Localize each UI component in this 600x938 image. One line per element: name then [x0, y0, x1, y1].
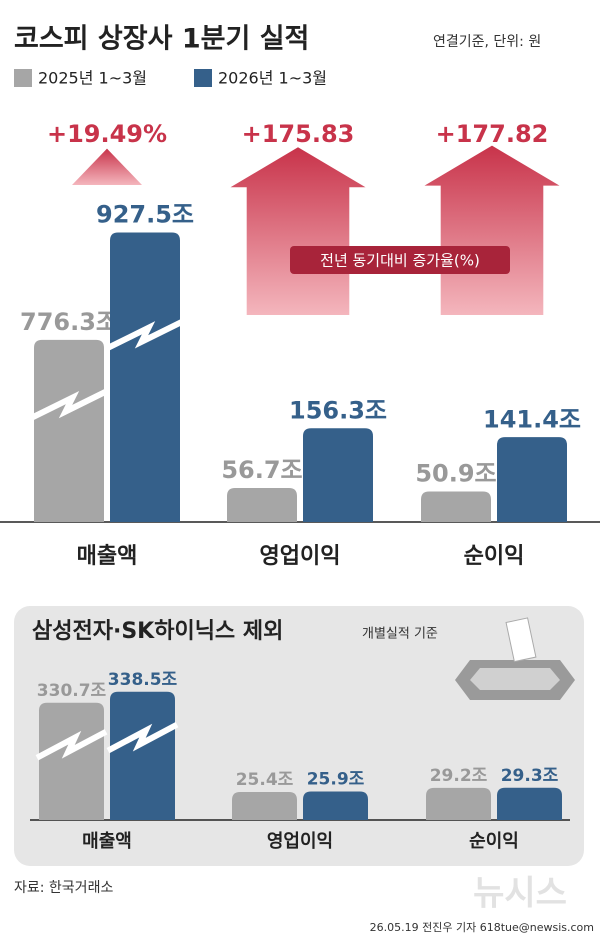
watermark: 뉴시스 [473, 874, 567, 914]
category-label: 매출액 [77, 544, 138, 569]
legend-label: 2026년 1~3월 [218, 69, 327, 88]
value-label: 29.3조 [501, 766, 559, 786]
legend-swatch [14, 69, 32, 87]
category-label: 순이익 [464, 544, 525, 569]
axis-break [106, 319, 184, 351]
bar [497, 787, 562, 820]
value-label: 338.5조 [108, 670, 178, 690]
bar [426, 787, 491, 820]
value-label: 29.2조 [430, 766, 488, 786]
growth-arrow [424, 145, 560, 315]
growth-caption-box [290, 246, 510, 274]
category-label: 영업이익 [267, 831, 333, 852]
source: 자료: 한국거래소 [14, 880, 113, 896]
value-label: 927.5조 [96, 201, 194, 229]
growth-arrow [230, 147, 366, 315]
category-label: 순이익 [469, 831, 519, 852]
bar [110, 232, 180, 522]
axis-break [30, 388, 108, 421]
value-label: 50.9조 [415, 460, 496, 488]
panel-title: 삼성전자·SK하이닉스 제외 [32, 619, 283, 644]
value-label: 330.7조 [37, 681, 107, 701]
value-label: 56.7조 [221, 456, 302, 484]
title: 코스피 상장사 1분기 실적 [14, 24, 309, 55]
bar [421, 491, 491, 522]
value-label: 776.3조 [20, 308, 118, 336]
icon [455, 617, 575, 700]
category-label: 영업이익 [260, 544, 341, 569]
subtitle: 연결기준, 단위: 원 [433, 34, 541, 50]
value-label: 25.4조 [236, 770, 294, 790]
bar [497, 437, 567, 522]
growth-caption: 전년 동기대비 증가율(%) [320, 252, 480, 270]
bar [34, 339, 104, 522]
growth-label: +177.82 [436, 120, 549, 148]
value-label: 156.3조 [289, 396, 387, 424]
growth-arrow [72, 148, 142, 185]
bar [303, 428, 373, 522]
axis-break [35, 729, 108, 761]
value-label: 141.4조 [483, 405, 581, 433]
value-label: 25.9조 [307, 770, 365, 790]
bar [232, 792, 297, 820]
bar [39, 702, 104, 820]
panel-subtitle: 개별실적 기준 [362, 627, 438, 642]
bar [227, 487, 297, 522]
axis-break [106, 721, 179, 754]
category-label: 매출액 [82, 831, 132, 852]
growth-label: +19.49% [47, 120, 167, 148]
bar [110, 691, 175, 820]
legend-label: 2025년 1~3월 [38, 69, 147, 88]
credit: 26.05.19 전진우 기자 618tue@newsis.com [370, 921, 594, 934]
growth-label: +175.83 [242, 120, 355, 148]
bar [303, 791, 368, 820]
legend-swatch [194, 69, 212, 87]
